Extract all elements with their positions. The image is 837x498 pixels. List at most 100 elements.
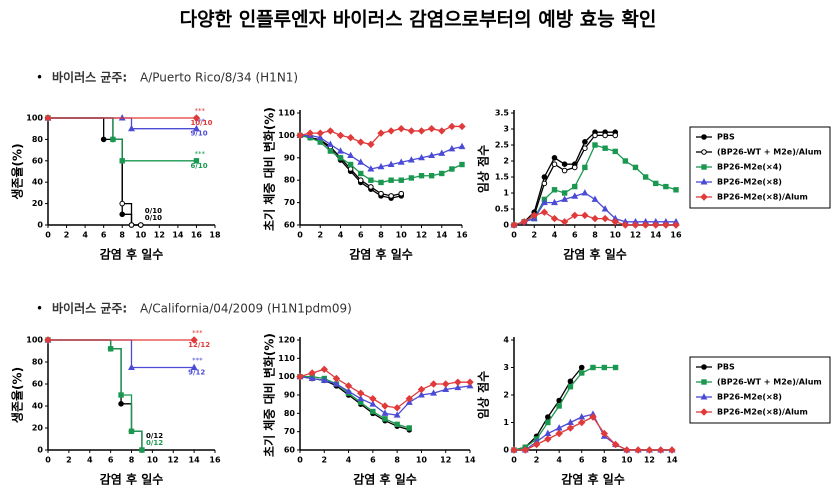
y-tick-label: 60 <box>32 156 44 165</box>
page-title: 다양한 인플루엔자 바이러스 감염으로부터의 예방 효능 확인 <box>180 8 657 31</box>
x-tick-label: 12 <box>440 456 451 465</box>
marker <box>192 114 201 122</box>
x-tick-label: 6 <box>101 231 107 240</box>
marker <box>701 134 707 140</box>
marker <box>561 190 568 196</box>
marker <box>44 114 52 122</box>
x-axis-label: 감염 후 일수 <box>100 247 164 262</box>
marker <box>316 133 324 141</box>
marker <box>327 148 334 154</box>
marker <box>652 221 660 229</box>
y-tick-label: 110 <box>278 354 295 363</box>
y-tick-label: 100 <box>26 114 43 123</box>
x-tick-label: 2 <box>64 231 70 240</box>
marker <box>442 380 450 388</box>
y-axis-label: 초기 체중 대비 변화(%) <box>262 333 277 457</box>
marker <box>378 190 384 197</box>
x-tick-label: 12 <box>416 231 427 240</box>
y-tick-label: 3 <box>503 363 509 372</box>
series-line <box>48 117 197 162</box>
marker <box>357 158 365 165</box>
marker <box>397 124 405 133</box>
x-tick-label: 10 <box>621 456 633 465</box>
marker <box>139 447 145 453</box>
marker <box>632 164 639 171</box>
marker <box>601 364 607 371</box>
y-tick-label: 0 <box>37 221 43 230</box>
series-line <box>48 339 143 450</box>
marker <box>581 211 589 220</box>
y-axis-label: 생존율(%) <box>10 367 25 423</box>
x-tick-label: 14 <box>189 456 201 465</box>
x-tick-label: 14 <box>172 231 184 240</box>
legend-label: (BP26-WT + M2e)/Alum <box>717 378 822 387</box>
y-tick-label: 100 <box>278 131 295 140</box>
marker <box>357 177 364 183</box>
marker <box>336 131 345 140</box>
marker <box>561 161 568 167</box>
marker <box>387 127 395 135</box>
marker <box>381 402 389 410</box>
x-tick-label: 8 <box>394 456 400 465</box>
marker <box>566 424 575 432</box>
y-tick-label: 80 <box>284 409 296 418</box>
marker <box>332 380 340 387</box>
marker <box>387 160 395 168</box>
marker <box>369 400 377 407</box>
marker <box>520 218 528 226</box>
legend-box <box>689 356 831 424</box>
y-tick-label: 80 <box>32 135 44 144</box>
x-tick-label: 12 <box>168 456 179 465</box>
x-tick-label: 0 <box>45 231 51 240</box>
x-axis-label: 감염 후 일수 <box>563 247 627 262</box>
marker <box>296 131 304 140</box>
marker <box>405 394 413 403</box>
marker <box>551 198 558 206</box>
marker <box>406 425 412 431</box>
x-tick-label: 14 <box>666 456 678 465</box>
marker <box>357 389 365 397</box>
x-tick-label: 2 <box>317 231 323 240</box>
marker <box>458 122 466 131</box>
marker <box>567 378 574 385</box>
y-tick-label: 0 <box>503 446 509 455</box>
marker <box>438 127 446 135</box>
marker <box>582 164 588 171</box>
end-label: 0/10 <box>145 214 162 222</box>
marker <box>128 124 135 132</box>
y-tick-label: 4 <box>503 336 509 345</box>
marker <box>119 211 126 218</box>
marker <box>316 129 324 137</box>
end-label: 0/12 <box>146 432 163 440</box>
marker <box>545 414 551 420</box>
marker <box>320 376 328 383</box>
marker <box>449 166 455 172</box>
x-axis-label: 감염 후 일수 <box>561 472 625 487</box>
marker <box>701 379 707 385</box>
marker <box>382 416 388 422</box>
marker <box>347 161 354 168</box>
marker <box>561 195 569 202</box>
section-strain: A/Puerto Rico/8/34 (H1N1) <box>140 71 298 85</box>
marker <box>448 144 456 152</box>
y-tick-label: 2 <box>503 157 509 166</box>
marker <box>510 446 518 454</box>
x-tick-label: 8 <box>129 456 135 465</box>
x-tick-label: 8 <box>592 231 598 240</box>
x-tick-label: 2 <box>534 456 540 465</box>
marker <box>556 397 562 404</box>
marker <box>378 179 384 186</box>
legend-label: PBS <box>717 133 735 142</box>
marker <box>337 155 344 161</box>
section-strain: A/California/04/2009 (H1N1pdm09) <box>140 302 352 316</box>
x-axis-label: 감염 후 일수 <box>349 247 413 262</box>
marker <box>430 389 438 396</box>
marker <box>545 419 551 426</box>
marker <box>368 184 374 190</box>
y-axis-label: 초기 체중 대비 변화(%) <box>262 107 277 231</box>
marker <box>561 167 568 174</box>
marker <box>578 418 586 427</box>
marker <box>621 221 630 229</box>
marker <box>668 446 676 454</box>
significance: *** <box>194 118 205 126</box>
